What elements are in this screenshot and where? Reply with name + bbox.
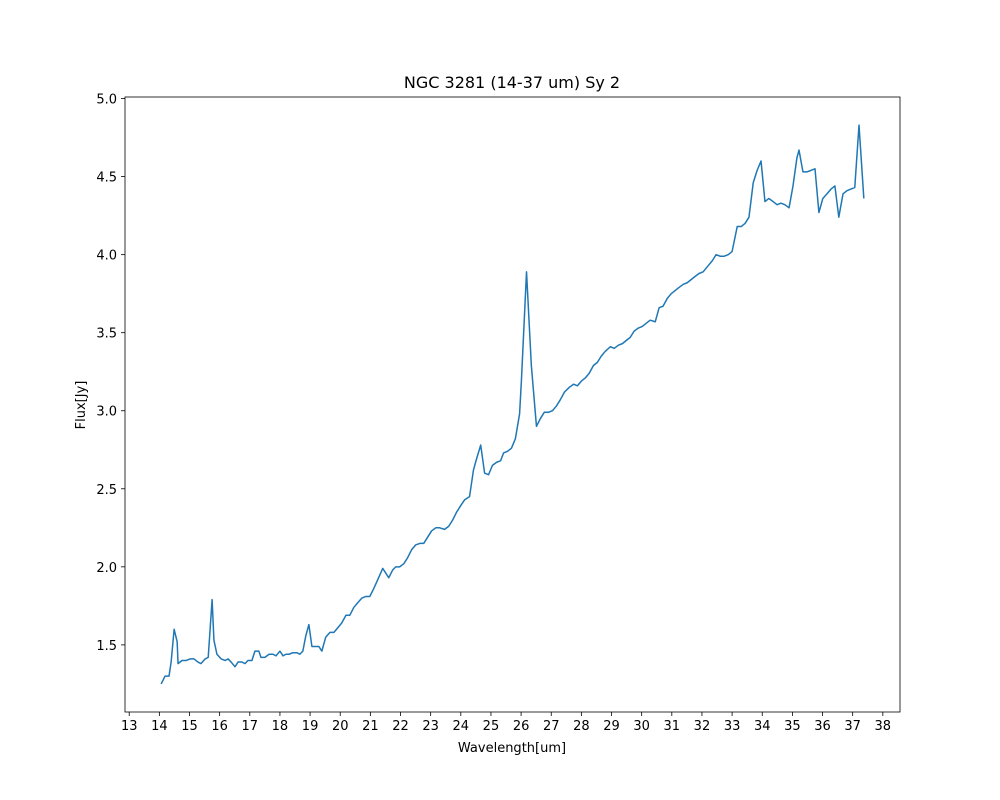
x-tick-label: 26 [513, 719, 530, 734]
x-tick-label: 17 [242, 719, 259, 734]
x-tick-label: 34 [754, 719, 771, 734]
y-tick-label: 4.0 [96, 249, 117, 264]
x-tick-label: 21 [362, 719, 379, 734]
x-tick-label: 38 [875, 719, 892, 734]
y-tick-label: 3.0 [96, 405, 117, 420]
x-tick-label: 33 [724, 719, 741, 734]
y-tick-label: 4.5 [96, 171, 117, 186]
x-tick-label: 14 [151, 719, 168, 734]
x-tick-label: 30 [633, 719, 650, 734]
x-tick-label: 32 [694, 719, 711, 734]
x-tick-label: 24 [453, 719, 470, 734]
y-tick-label: 5.0 [96, 93, 117, 108]
x-tick-label: 28 [573, 719, 590, 734]
x-tick-label: 27 [543, 719, 560, 734]
chart-title: NGC 3281 (14-37 um) Sy 2 [404, 73, 620, 92]
x-tick-label: 16 [211, 719, 228, 734]
x-tick-label: 35 [784, 719, 801, 734]
plot-frame [124, 96, 901, 713]
x-tick-label: 20 [332, 719, 349, 734]
y-tick-label: 2.0 [96, 561, 117, 576]
y-tick-label: 3.5 [96, 327, 117, 342]
y-tick-label: 2.5 [96, 483, 117, 498]
x-tick-label: 29 [603, 719, 620, 734]
x-tick-label: 19 [302, 719, 319, 734]
x-tick-label: 23 [422, 719, 439, 734]
x-tick-label: 18 [272, 719, 289, 734]
y-tick-label: 1.5 [96, 639, 117, 654]
x-tick-label: 13 [121, 719, 138, 734]
data-line [160, 124, 865, 685]
x-tick-label: 25 [483, 719, 500, 734]
y-axis-label: Flux[Jy] [74, 381, 89, 430]
x-tick-label: 31 [664, 719, 681, 734]
x-axis-label: Wavelength[um] [458, 741, 566, 756]
x-tick-label: 15 [181, 719, 198, 734]
x-tick-label: 22 [392, 719, 409, 734]
x-tick-label: 36 [814, 719, 831, 734]
x-tick-label: 37 [844, 719, 861, 734]
